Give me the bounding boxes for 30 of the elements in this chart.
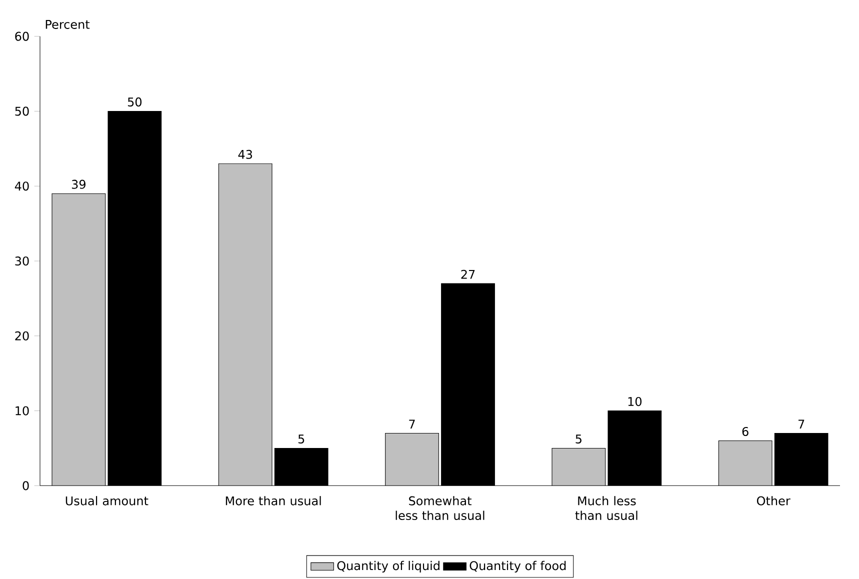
y-tick-label: 60	[15, 32, 29, 41]
data-label: 5	[576, 434, 582, 444]
legend-label: Quantity of liquid	[337, 560, 440, 573]
y-tick-label: 0	[22, 481, 29, 490]
data-label: 6	[742, 426, 748, 436]
x-tick-label: Somewhat less than usual	[396, 496, 484, 520]
bar	[552, 448, 606, 486]
y-axis-title: Percent	[46, 20, 90, 29]
x-tick-label: Other	[756, 496, 790, 506]
y-tick-label: 40	[14, 182, 29, 191]
data-label: 27	[461, 270, 475, 279]
y-tick-label: 50	[15, 106, 29, 116]
data-label: 5	[298, 434, 304, 444]
y-tick-label: 30	[15, 256, 29, 266]
data-label: 7	[798, 420, 804, 429]
y-tick-label: 10	[16, 406, 29, 416]
x-tick-label: More than usual	[226, 496, 321, 506]
legend-label: Quantity of food	[470, 560, 566, 573]
data-label: 50	[128, 97, 142, 107]
bar	[218, 164, 272, 486]
data-label: 43	[238, 150, 252, 159]
data-label: 7	[409, 420, 415, 429]
x-tick-label: Much less than usual	[575, 496, 638, 520]
data-label: 10	[628, 396, 642, 406]
bar	[718, 440, 772, 486]
x-tick-label: Usual amount	[66, 496, 148, 506]
y-tick-label: 20	[15, 331, 29, 340]
data-label: 39	[72, 180, 86, 189]
bar	[385, 433, 439, 486]
bar	[52, 194, 106, 486]
